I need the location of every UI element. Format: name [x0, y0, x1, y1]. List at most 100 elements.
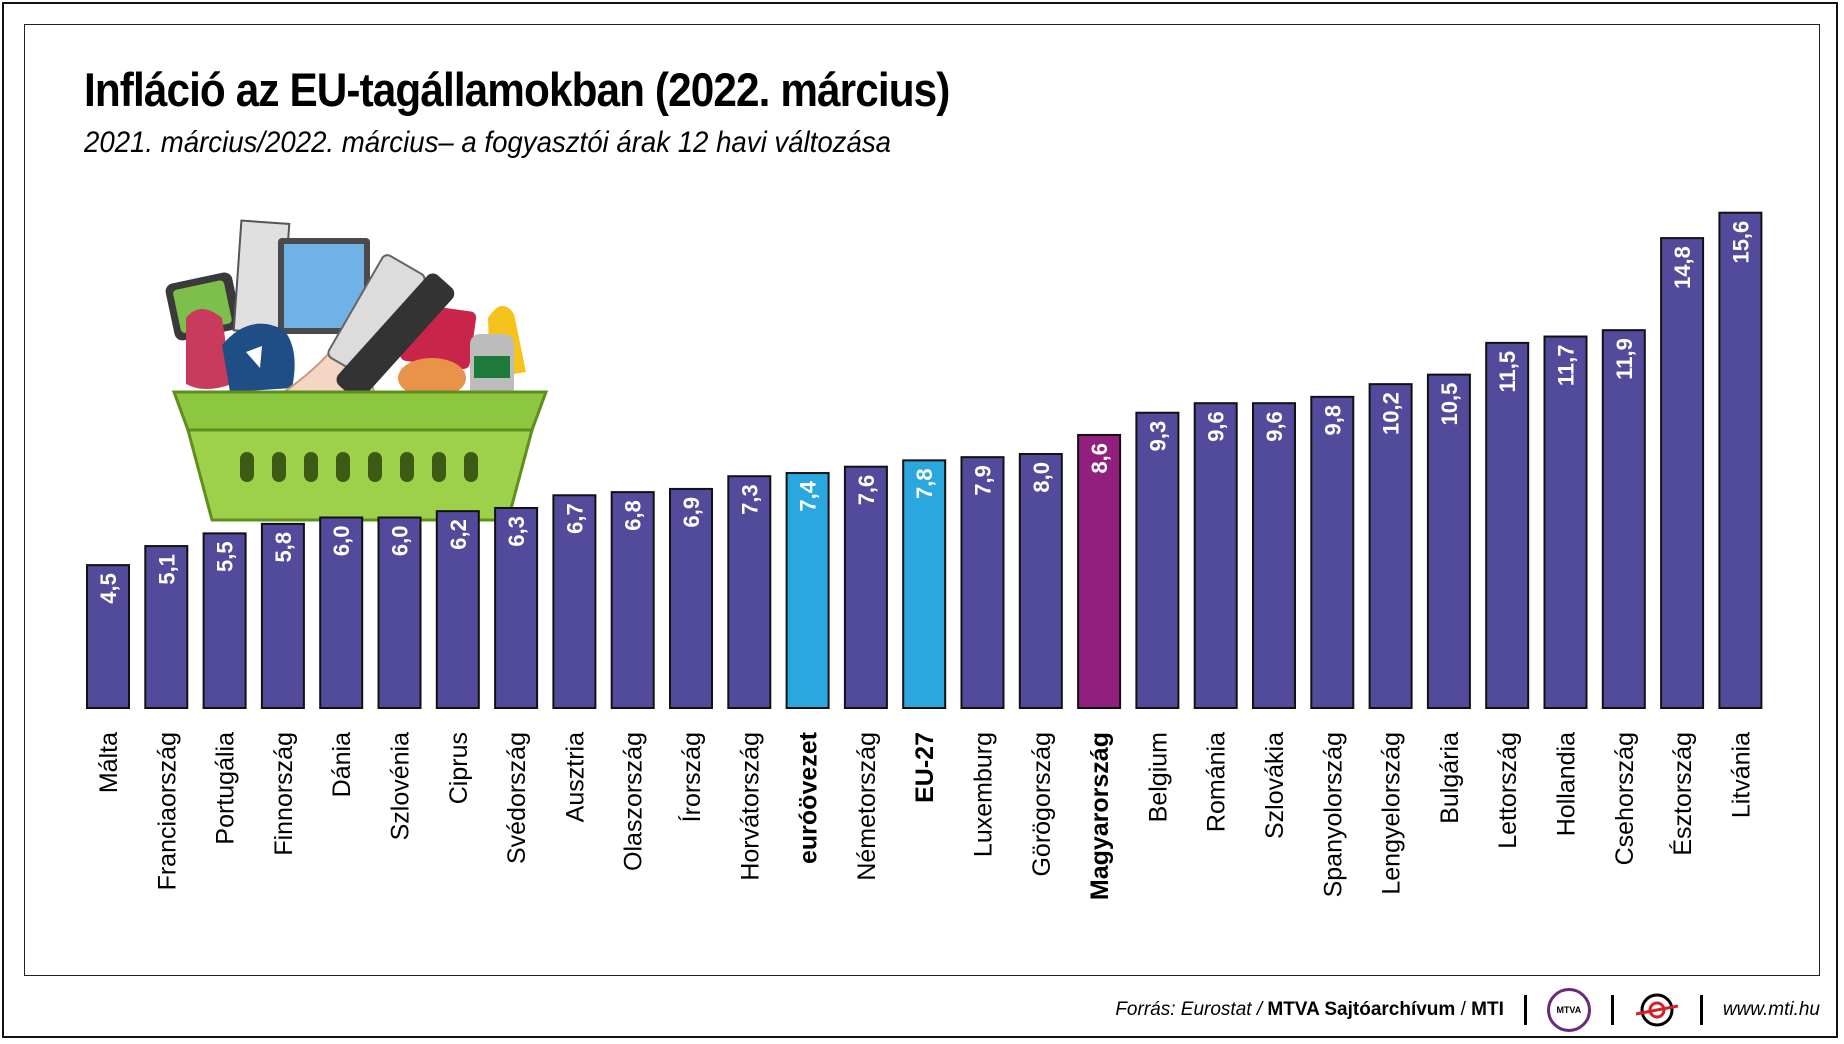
bar-spanyolorszag — [1310, 395, 1355, 709]
value-label-szlovenia: 6,0 — [388, 526, 413, 557]
value-label-hollandia: 11,7 — [1554, 345, 1579, 387]
bar-luxemburg — [960, 456, 1005, 709]
bar-esztorszag — [1660, 237, 1705, 709]
source-separator: / — [1455, 999, 1472, 1020]
category-label-malta: Málta — [95, 732, 123, 793]
bar-finnorszag — [260, 522, 305, 709]
bar-franciaorszag — [144, 545, 189, 710]
bar-lengyelorszag — [1368, 383, 1413, 709]
source-prefix: Forrás: Eurostat / — [1115, 999, 1268, 1020]
bar-belgium — [1135, 411, 1180, 709]
category-label-bulgaria: Bulgária — [1436, 732, 1464, 824]
website-link[interactable]: www.mti.hu — [1722, 999, 1820, 1020]
footer-divider — [1523, 995, 1527, 1025]
value-label-litvania: 15,6 — [1728, 221, 1753, 264]
bar-euroovezet — [785, 472, 830, 709]
footer: Forrás: Eurostat / MTVA Sajtóarchívum / … — [1115, 988, 1820, 1032]
value-label-szlovakia: 9,6 — [1262, 411, 1287, 442]
value-label-magyarorszag: 8,6 — [1087, 443, 1112, 474]
category-label-lengyelorszag: Lengyelország — [1378, 732, 1406, 895]
footer-divider — [1610, 995, 1614, 1025]
bar-bulgaria — [1426, 373, 1471, 709]
value-label-esztorszag: 14,8 — [1670, 246, 1695, 289]
bar-gorogorszag — [1018, 453, 1063, 709]
value-label-malta: 4,5 — [96, 573, 121, 604]
value-label-ausztria: 6,7 — [562, 503, 587, 534]
value-label-euroovezet: 7,4 — [796, 480, 821, 511]
category-label-dania: Dánia — [328, 732, 356, 797]
value-label-portugalia: 5,5 — [213, 541, 238, 572]
bar-magyarorszag — [1077, 433, 1122, 709]
category-label-romania: Románia — [1203, 732, 1231, 832]
value-label-csehorszag: 11,9 — [1612, 338, 1637, 380]
category-label-ausztria: Ausztria — [561, 732, 589, 822]
chart-title: Infláció az EU-tagállamokban (2022. márc… — [84, 63, 950, 116]
mtva-logo-text: MTVA — [1556, 1005, 1582, 1015]
category-label-olaszorszag: Olaszország — [620, 732, 648, 871]
value-label-belgium: 9,3 — [1145, 421, 1170, 452]
value-label-horvatorszag: 7,3 — [737, 484, 762, 515]
category-label-gorogorszag: Görögország — [1028, 732, 1056, 877]
value-label-bulgaria: 10,5 — [1437, 383, 1462, 426]
source-mti: MTI — [1471, 999, 1504, 1020]
footer-divider — [1699, 995, 1703, 1025]
bar-csehorszag — [1601, 329, 1646, 709]
category-label-hollandia: Hollandia — [1553, 732, 1581, 836]
chart-frame — [24, 24, 1820, 976]
value-label-eu-27: 7,8 — [912, 468, 937, 499]
category-label-franciaorszag: Franciaország — [153, 732, 181, 890]
category-label-lettorszag: Lettország — [1494, 732, 1522, 849]
chart-subtitle: 2021. március/2022. március– a fogyasztó… — [84, 126, 891, 159]
value-label-spanyolorszag: 9,8 — [1320, 405, 1345, 436]
value-label-ciprus: 6,2 — [446, 519, 471, 550]
category-label-magyarorszag: Magyarország — [1086, 732, 1114, 900]
value-label-luxemburg: 7,9 — [971, 465, 996, 496]
category-label-finnorszag: Finnország — [270, 732, 298, 856]
bar-szlovenia — [377, 516, 422, 709]
value-label-romania: 9,6 — [1204, 411, 1229, 442]
bar-horvatorszag — [727, 475, 772, 709]
category-label-szlovakia: Szlovákia — [1261, 732, 1289, 839]
value-label-olaszorszag: 6,8 — [621, 500, 646, 531]
category-label-szlovenia: Szlovénia — [387, 732, 415, 840]
value-label-lettorszag: 11,5 — [1495, 351, 1520, 393]
bar-litvania — [1718, 211, 1763, 709]
category-label-esztorszag: Észtország — [1668, 732, 1697, 856]
value-label-franciaorszag: 5,1 — [154, 554, 179, 585]
value-label-svedorszag: 6,3 — [504, 516, 529, 547]
category-label-spanyolorszag: Spanyolország — [1319, 732, 1347, 897]
bar-hollandia — [1543, 335, 1588, 709]
category-label-horvatorszag: Horvátország — [736, 732, 764, 881]
category-label-belgium: Belgium — [1144, 732, 1172, 822]
source-org: MTVA Sajtóarchívum — [1267, 999, 1456, 1020]
mti-logo — [1635, 993, 1679, 1027]
value-label-dania: 6,0 — [329, 526, 354, 557]
mtva-logo: MTVA — [1546, 988, 1591, 1032]
bar-nemetorszag — [843, 465, 888, 710]
bar-lettorszag — [1485, 341, 1530, 709]
bar-portugalia — [202, 532, 247, 709]
bar-olaszorszag — [610, 491, 655, 709]
category-label-ciprus: Ciprus — [445, 732, 473, 804]
bar-szlovakia — [1252, 402, 1296, 709]
value-label-nemetorszag: 7,6 — [854, 475, 879, 506]
bar-malta — [86, 564, 130, 709]
value-label-lengyelorszag: 10,2 — [1379, 392, 1404, 435]
bar-dania — [319, 516, 364, 709]
bar-svedorszag — [494, 506, 539, 709]
bar-ciprus — [435, 510, 480, 709]
category-label-csehorszag: Csehország — [1611, 732, 1639, 865]
category-label-litvania: Litvánia — [1727, 732, 1755, 818]
value-label-finnorszag: 5,8 — [271, 532, 296, 563]
bar-ausztria — [552, 494, 597, 709]
category-label-portugalia: Portugália — [212, 732, 240, 845]
category-label-irorszag: Írország — [677, 732, 706, 822]
bar-romania — [1193, 402, 1238, 709]
value-label-irorszag: 6,9 — [679, 497, 704, 528]
bars-layer: 4,5 Málta 5,1 Franciaország 5,5 Portugália 5,8… — [86, 211, 1763, 900]
category-label-eu-27: EU-27 — [911, 732, 939, 803]
value-label-gorogorszag: 8,0 — [1029, 462, 1054, 493]
category-label-luxemburg: Luxemburg — [970, 732, 998, 857]
